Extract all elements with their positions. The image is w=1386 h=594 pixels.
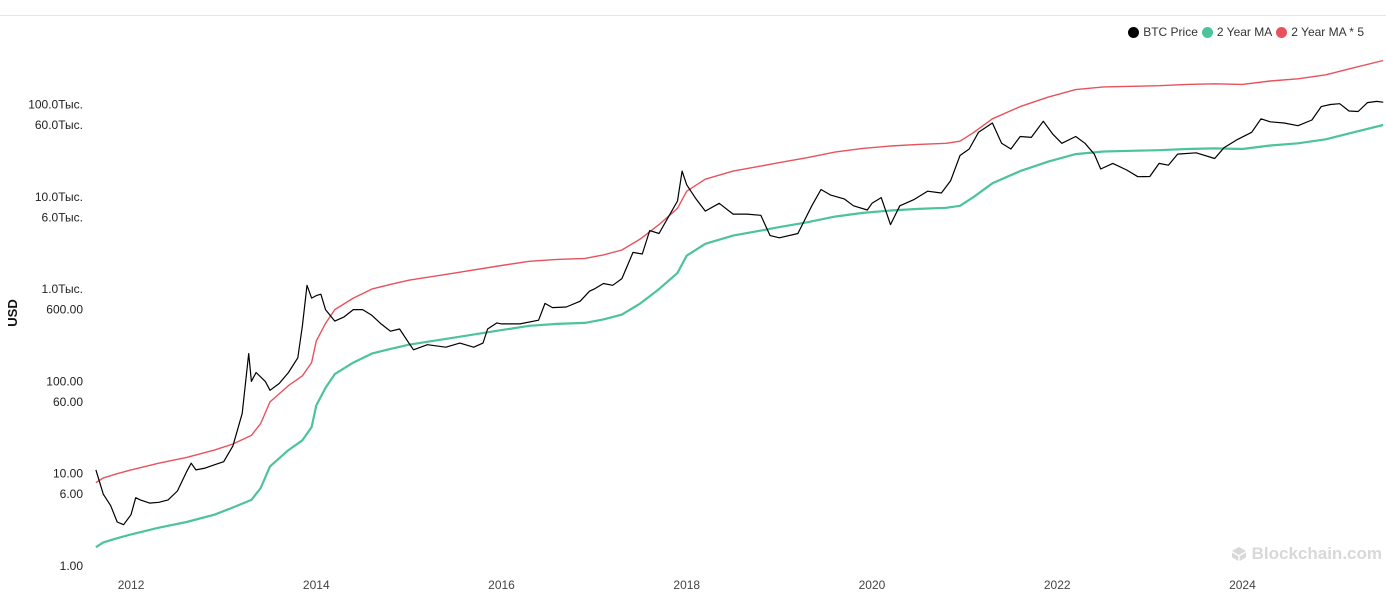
legend-marker-icon [1201,26,1213,38]
x-tick-label: 2016 [488,578,515,592]
x-tick-label: 2020 [859,578,886,592]
legend-item-2-year-ma-x5[interactable]: 2 Year MA * 5 [1276,25,1364,39]
btc-price-line [95,100,1384,526]
x-axis-ticks: 2012 2014 2016 2018 2020 2022 2024 [118,578,1256,592]
y-tick-label: 100.00 [46,374,83,388]
y-tick-label: 10.00 [53,467,83,481]
y-tick-label: 10.0Тыс. [35,190,83,204]
y-tick-label: 6.0Тыс. [42,210,83,224]
series-lines [95,59,1384,549]
y-tick-label: 1.0Тыс. [42,282,83,296]
y-axis-ticks: 100.0Тыс. 60.0Тыс. 10.0Тыс. 6.0Тыс. 1.0Тыс. 6… [28,98,83,573]
x-tick-label: 2012 [118,578,145,592]
watermark-text: Blockchain.com [1251,544,1382,563]
y-tick-label: 60.0Тыс. [35,118,83,132]
y-tick-label: 100.0Тыс. [28,98,83,112]
y-tick-label: 60.00 [53,395,83,409]
x-tick-label: 2022 [1044,578,1071,592]
x-tick-label: 2014 [303,578,330,592]
legend-marker-icon [1276,26,1288,38]
y-axis-title: USD [5,299,20,326]
legend-label: 2 Year MA * 5 [1291,25,1364,39]
legend-label: BTC Price [1143,25,1198,39]
two-year-ma-x5-line [95,59,1384,484]
legend-item-2-year-ma[interactable]: 2 Year MA [1201,25,1273,39]
legend-label: 2 Year MA [1216,25,1273,39]
legend-item-btc-price[interactable]: BTC Price [1128,25,1198,39]
x-tick-label: 2018 [673,578,700,592]
two-year-ma-line [95,123,1384,549]
y-tick-label: 6.00 [60,487,84,501]
top-divider [0,15,1386,16]
y-tick-label: 1.00 [60,559,84,573]
blockchain-watermark: Blockchain.com [1231,544,1382,564]
blockchain-logo-icon [1231,547,1246,561]
y-tick-label: 600.00 [46,303,83,317]
chart-legend: BTC Price 2 Year MA 2 Year MA * 5 [1124,25,1364,39]
legend-marker-icon [1128,26,1140,38]
x-tick-label: 2024 [1229,578,1256,592]
